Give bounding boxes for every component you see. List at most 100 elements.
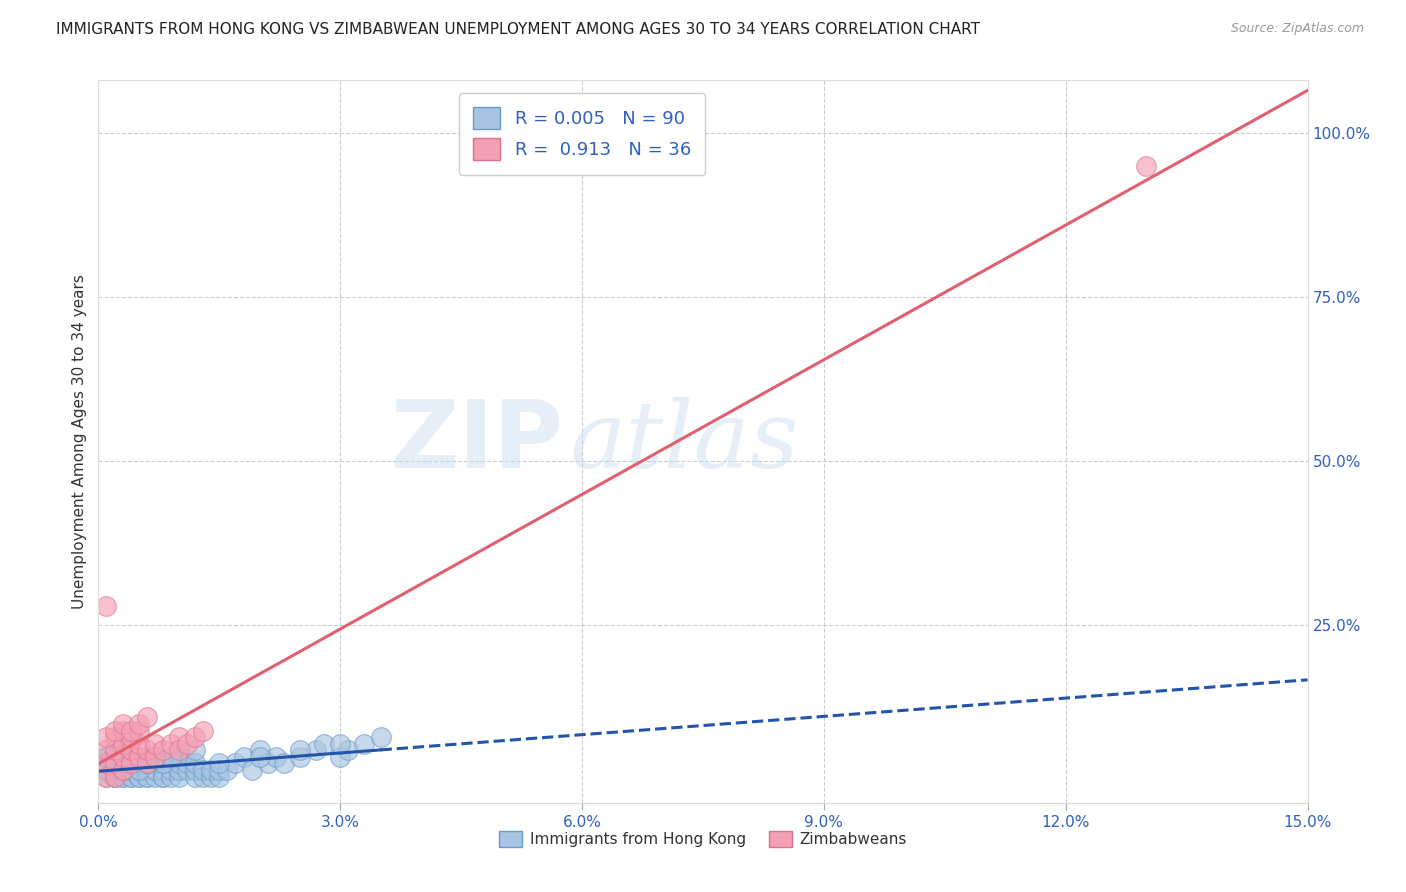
- Point: [120, 763, 142, 777]
- Point: [135, 770, 157, 784]
- Point: [120, 756, 142, 771]
- Point: [167, 730, 190, 744]
- Point: [135, 770, 157, 784]
- Point: [111, 749, 134, 764]
- Point: [103, 756, 125, 771]
- Point: [96, 599, 118, 613]
- Point: [240, 763, 263, 777]
- Legend: Immigrants from Hong Kong, Zimbabweans: Immigrants from Hong Kong, Zimbabweans: [494, 825, 912, 853]
- Point: [160, 756, 183, 771]
- Point: [120, 770, 142, 784]
- Point: [224, 756, 246, 771]
- Text: ZIP: ZIP: [391, 395, 564, 488]
- Point: [167, 749, 190, 764]
- Point: [337, 743, 360, 757]
- Point: [96, 743, 118, 757]
- Point: [264, 749, 287, 764]
- Point: [184, 730, 207, 744]
- Point: [208, 770, 231, 784]
- Point: [152, 756, 174, 771]
- Point: [152, 763, 174, 777]
- Point: [120, 743, 142, 757]
- Point: [103, 763, 125, 777]
- Point: [288, 749, 311, 764]
- Point: [152, 756, 174, 771]
- Text: atlas: atlas: [569, 397, 800, 486]
- Point: [305, 743, 328, 757]
- Point: [111, 770, 134, 784]
- Point: [128, 770, 150, 784]
- Point: [96, 749, 118, 764]
- Point: [232, 749, 254, 764]
- Point: [249, 743, 271, 757]
- Point: [120, 756, 142, 771]
- Y-axis label: Unemployment Among Ages 30 to 34 years: Unemployment Among Ages 30 to 34 years: [72, 274, 87, 609]
- Point: [96, 763, 118, 777]
- Point: [193, 763, 215, 777]
- Point: [184, 743, 207, 757]
- Point: [152, 743, 174, 757]
- Point: [111, 749, 134, 764]
- Point: [160, 770, 183, 784]
- Point: [176, 756, 198, 771]
- Point: [135, 743, 157, 757]
- Point: [120, 749, 142, 764]
- Point: [135, 710, 157, 724]
- Point: [217, 763, 239, 777]
- Point: [200, 763, 222, 777]
- Point: [1135, 159, 1157, 173]
- Point: [103, 723, 125, 738]
- Point: [193, 770, 215, 784]
- Point: [288, 743, 311, 757]
- Point: [176, 737, 198, 751]
- Point: [152, 770, 174, 784]
- Point: [96, 756, 118, 771]
- Point: [120, 763, 142, 777]
- Point: [249, 749, 271, 764]
- Point: [111, 763, 134, 777]
- Point: [111, 717, 134, 731]
- Point: [103, 743, 125, 757]
- Point: [128, 723, 150, 738]
- Point: [256, 756, 278, 771]
- Point: [193, 723, 215, 738]
- Point: [200, 770, 222, 784]
- Point: [167, 770, 190, 784]
- Point: [143, 737, 166, 751]
- Point: [135, 749, 157, 764]
- Point: [128, 770, 150, 784]
- Point: [143, 756, 166, 771]
- Point: [103, 756, 125, 771]
- Point: [128, 756, 150, 771]
- Point: [111, 763, 134, 777]
- Point: [103, 756, 125, 771]
- Point: [120, 756, 142, 771]
- Point: [135, 756, 157, 771]
- Point: [103, 770, 125, 784]
- Point: [167, 756, 190, 771]
- Point: [184, 770, 207, 784]
- Point: [128, 737, 150, 751]
- Point: [128, 763, 150, 777]
- Point: [184, 756, 207, 771]
- Point: [208, 756, 231, 771]
- Point: [135, 756, 157, 771]
- Point: [96, 770, 118, 784]
- Point: [120, 730, 142, 744]
- Point: [103, 770, 125, 784]
- Point: [370, 730, 392, 744]
- Point: [111, 770, 134, 784]
- Point: [135, 763, 157, 777]
- Point: [329, 749, 352, 764]
- Point: [143, 763, 166, 777]
- Point: [208, 763, 231, 777]
- Point: [152, 770, 174, 784]
- Point: [143, 749, 166, 764]
- Point: [128, 717, 150, 731]
- Point: [273, 756, 295, 771]
- Point: [103, 749, 125, 764]
- Point: [314, 737, 336, 751]
- Point: [120, 770, 142, 784]
- Point: [96, 763, 118, 777]
- Point: [111, 756, 134, 771]
